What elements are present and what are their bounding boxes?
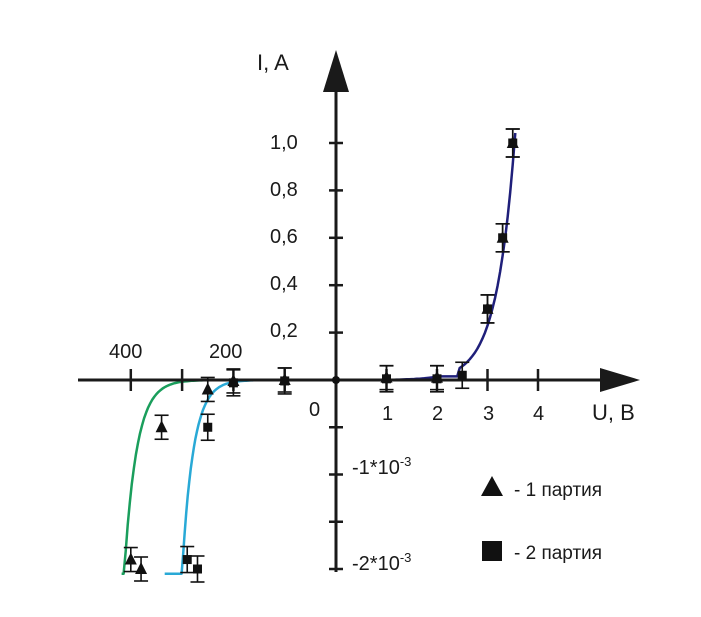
triangle-marker [135, 562, 148, 574]
y-tick-label-0-2: 0,2 [270, 320, 298, 342]
x-axis-arrow [600, 368, 640, 392]
legend-label-1: - 1 партия [514, 480, 602, 501]
y-tick-label-1-0: 1,0 [270, 132, 298, 154]
y-axis-label: I, A [257, 50, 289, 75]
data-points [123, 128, 520, 583]
y-tick-label-0-8: 0,8 [270, 179, 298, 201]
square-marker [192, 564, 202, 574]
legend-triangle-marker [481, 476, 503, 496]
legend-square-marker [482, 541, 502, 561]
x-axis-label: U, B [592, 400, 635, 425]
triangle-marker [155, 420, 168, 433]
square-marker [203, 422, 213, 432]
square-marker [457, 370, 467, 380]
square-marker [483, 304, 492, 314]
x-tick-label-200: 200 [209, 341, 242, 363]
y-tick-label-neg1e-3: -1*10-3 [352, 454, 411, 479]
origin-label: 0 [309, 399, 320, 421]
square-marker [508, 138, 518, 148]
triangle-marker [124, 552, 137, 565]
square-marker [382, 374, 391, 384]
x-tick-label-2: 2 [432, 403, 443, 425]
reverse-fit-curve-1 [121, 378, 336, 575]
legend-label-2: - 2 партия [514, 543, 602, 564]
fitted-curves [121, 132, 517, 575]
legend: - 1 партия - 2 партия [481, 476, 602, 564]
square-marker [432, 374, 442, 384]
square-marker [498, 233, 508, 243]
forward-fit-curve [336, 132, 517, 382]
x-tick-label-1: 1 [382, 403, 393, 425]
x-tick-label-4: 4 [533, 403, 544, 425]
y-tick-label-neg2e-3: -2*10-3 [352, 550, 411, 575]
x-tick-label-400: 400 [109, 341, 142, 363]
x-tick-label-3: 3 [483, 403, 494, 425]
square-marker [280, 376, 290, 386]
square-marker [182, 555, 192, 565]
origin-point [332, 376, 340, 384]
y-tick-label-0-4: 0,4 [270, 273, 298, 295]
square-marker [228, 378, 238, 388]
y-axis-arrow [323, 50, 349, 92]
y-tick-label-0-6: 0,6 [270, 226, 298, 248]
triangle-marker [201, 382, 214, 395]
